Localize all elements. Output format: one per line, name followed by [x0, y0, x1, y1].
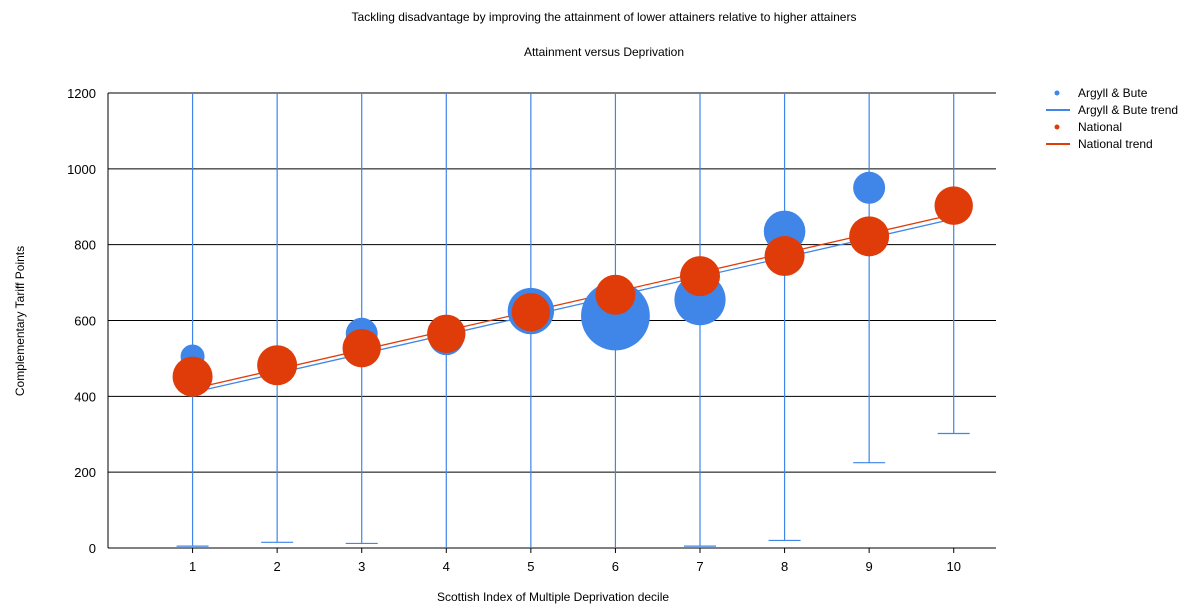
y-tick-label-200: 200 — [74, 465, 96, 480]
bubbles — [172, 171, 973, 397]
x-axis-ticks: 1 2 3 4 5 6 7 8 9 10 — [189, 548, 961, 574]
y-tick-label-0: 0 — [89, 541, 96, 556]
legend-marker-argyll-bute — [1054, 90, 1060, 96]
x-tick-label-4: 4 — [443, 559, 450, 574]
national-trendline — [192, 213, 954, 390]
trend-lines — [192, 213, 954, 394]
y-axis-label: Complementary Tariff Points — [13, 246, 27, 396]
x-tick-label-9: 9 — [866, 559, 873, 574]
legend-marker-national — [1054, 124, 1060, 130]
legend-label-argyll-bute-trend: Argyll & Bute trend — [1078, 103, 1178, 117]
chart-title: Tackling disadvantage by improving the a… — [352, 10, 857, 24]
x-tick-label-3: 3 — [358, 559, 365, 574]
x-tick-label-7: 7 — [696, 559, 703, 574]
argyll-bute-bubble-9 — [853, 171, 886, 204]
national-bubble-7 — [680, 256, 720, 297]
gridlines — [107, 92, 996, 549]
national-bubble-2 — [257, 345, 298, 386]
y-axis-ticks: 0 200 400 600 800 1000 1200 — [67, 86, 96, 556]
legend-label-national: National — [1078, 120, 1122, 134]
legend-label-national-trend: National trend — [1078, 137, 1153, 151]
legend-label-argyll-bute: Argyll & Bute — [1078, 86, 1148, 100]
national-bubble-5 — [511, 292, 551, 332]
y-tick-label-800: 800 — [74, 238, 96, 253]
national-bubble-8 — [764, 236, 805, 277]
x-tick-label-1: 1 — [189, 559, 196, 574]
national-bubble-6 — [595, 274, 636, 315]
y-tick-label-400: 400 — [74, 389, 96, 404]
national-bubble-3 — [342, 328, 381, 368]
x-tick-label-8: 8 — [781, 559, 788, 574]
x-tick-label-5: 5 — [527, 559, 534, 574]
y-tick-label-600: 600 — [74, 314, 96, 329]
x-tick-label-6: 6 — [612, 559, 619, 574]
national-bubble-1 — [172, 356, 213, 397]
y-tick-label-1200: 1200 — [67, 86, 96, 101]
argyll-bute-trendline — [192, 218, 954, 394]
x-tick-label-2: 2 — [274, 559, 281, 574]
x-tick-label-10: 10 — [946, 559, 960, 574]
legend: Argyll & Bute Argyll & Bute trend National… — [1046, 86, 1178, 151]
national-bubble-9 — [849, 216, 890, 257]
national-bubble-10 — [934, 186, 973, 225]
chart-subtitle: Attainment versus Deprivation — [524, 45, 684, 59]
y-tick-label-1000: 1000 — [67, 162, 96, 177]
x-axis-label: Scottish Index of Multiple Deprivation d… — [437, 590, 669, 604]
national-bubble-4 — [427, 314, 466, 353]
